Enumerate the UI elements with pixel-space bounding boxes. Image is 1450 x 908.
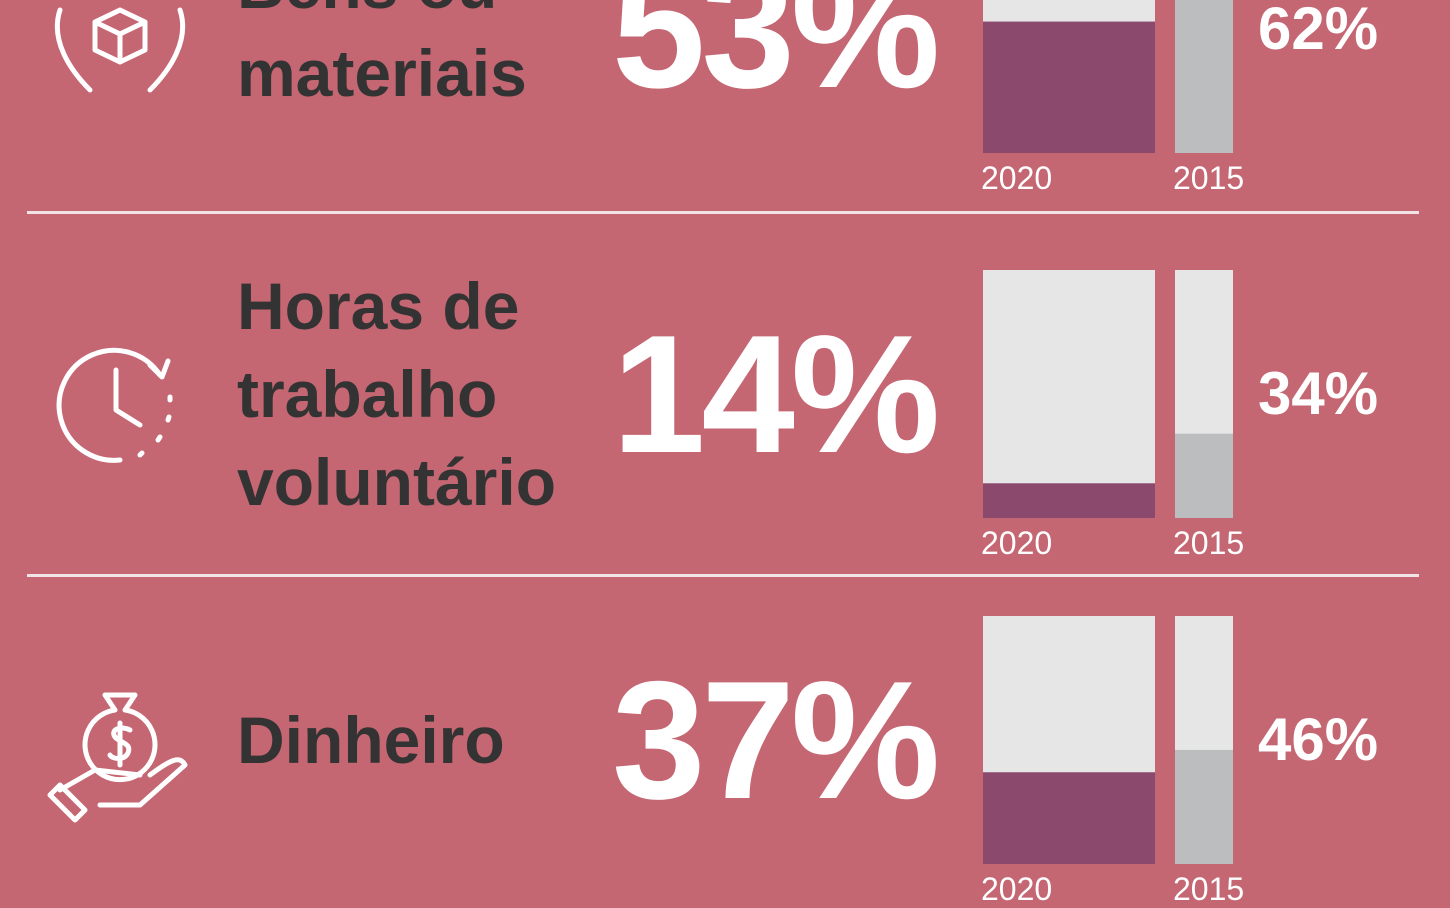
bar-background <box>1175 616 1233 864</box>
item-label: Dinheiro <box>237 703 505 777</box>
value-2020: 14% <box>612 300 940 488</box>
bar <box>983 21 1155 154</box>
year-label: 2015 <box>1173 871 1245 907</box>
bar <box>1175 433 1233 518</box>
goods-icon <box>54 7 186 93</box>
bar <box>983 772 1155 864</box>
value-2015: 34% <box>1258 360 1379 427</box>
value-2020: 53% <box>612 0 940 123</box>
item-label: Bens ou materiais <box>237 0 527 110</box>
value-2015: 62% <box>1258 0 1379 62</box>
year-label: 2015 <box>1173 525 1245 561</box>
value-2020: 37% <box>612 646 940 834</box>
bar-background <box>983 616 1155 864</box>
item-label: Horas de trabalho voluntário <box>237 269 557 519</box>
year-label: 2015 <box>1173 160 1245 196</box>
bar <box>1175 749 1233 864</box>
bar-background <box>983 0 1155 153</box>
separator <box>27 574 1419 577</box>
value-2015: 46% <box>1258 706 1379 773</box>
bar <box>983 483 1155 518</box>
year-label: 2020 <box>981 525 1053 561</box>
clock-icon <box>56 347 173 463</box>
separator <box>27 211 1419 214</box>
year-label: 2020 <box>981 871 1053 907</box>
bar-background <box>1175 270 1233 518</box>
bar-background <box>1175 0 1233 153</box>
bar <box>1175 0 1233 153</box>
bar-background <box>983 270 1155 518</box>
money-icon <box>47 692 188 823</box>
year-label: 2020 <box>981 160 1053 196</box>
